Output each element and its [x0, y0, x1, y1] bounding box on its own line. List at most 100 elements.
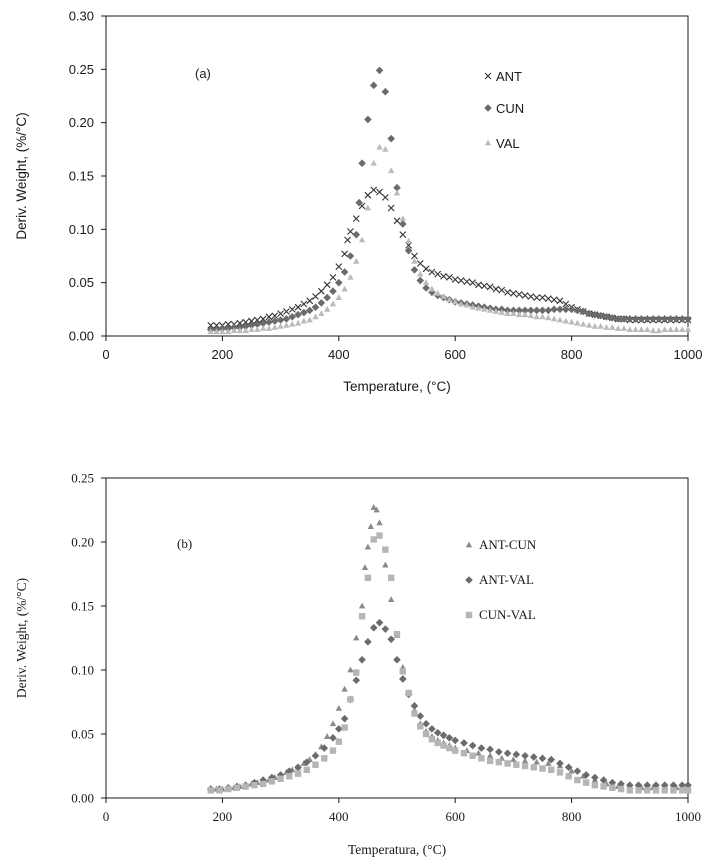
- data-point: [399, 675, 407, 683]
- data-point: [602, 313, 611, 321]
- data-point: [404, 246, 413, 255]
- data-point: [433, 728, 442, 737]
- data-point: [637, 315, 646, 323]
- data-point: [545, 314, 552, 321]
- data-point: [268, 778, 276, 785]
- data-point: [457, 277, 465, 284]
- data-point: [242, 318, 250, 326]
- data-point: [655, 315, 663, 323]
- legend-marker-shape: [465, 541, 473, 548]
- legend: ANT-CUN ANT-VAL CUN-VAL: [465, 537, 537, 622]
- y-tick-label: 0.15: [69, 169, 94, 184]
- legend-item-ant-val: ANT-VAL: [465, 572, 534, 587]
- data-point: [376, 532, 383, 539]
- data-point: [387, 167, 395, 174]
- data-point: [649, 327, 657, 334]
- data-point: [481, 305, 488, 312]
- data-point: [469, 303, 476, 310]
- data-point: [684, 315, 692, 323]
- data-point: [352, 215, 360, 223]
- data-point: [532, 306, 541, 315]
- y-tick-label: 0.25: [69, 62, 94, 77]
- x-tick-label: 400: [328, 347, 350, 362]
- data-point: [341, 724, 348, 731]
- data-point: [329, 273, 337, 281]
- data-point: [370, 504, 377, 510]
- data-point: [550, 315, 558, 322]
- series-ant: [207, 186, 692, 329]
- data-point: [521, 292, 529, 299]
- x-axis-title: Temperatura, (°C): [348, 842, 446, 857]
- data-point: [547, 755, 556, 764]
- data-point: [451, 736, 459, 745]
- y-tick-label: 0.15: [71, 599, 94, 614]
- data-point: [335, 263, 343, 271]
- data-point: [513, 761, 520, 768]
- data-point: [344, 236, 351, 244]
- data-point: [370, 536, 377, 543]
- data-point: [286, 773, 293, 780]
- y-tick-label: 0.00: [71, 791, 94, 806]
- data-point: [626, 315, 634, 323]
- data-point: [684, 781, 692, 789]
- data-point: [225, 785, 232, 793]
- data-point: [510, 756, 517, 762]
- data-point: [672, 315, 681, 323]
- y-tick-label: 0.00: [69, 329, 94, 344]
- data-point: [445, 273, 453, 281]
- data-point: [634, 781, 643, 789]
- data-point: [329, 287, 337, 295]
- data-point: [335, 278, 343, 287]
- data-point: [224, 320, 232, 328]
- data-point: [661, 326, 668, 332]
- data-point: [684, 326, 692, 332]
- data-point: [562, 300, 570, 308]
- x-tick-label: 200: [212, 347, 234, 362]
- data-point: [445, 734, 454, 742]
- data-point: [626, 781, 634, 789]
- data-point: [486, 307, 494, 313]
- data-point: [609, 324, 616, 330]
- data-point: [323, 305, 331, 312]
- data-point: [550, 305, 558, 314]
- data-point: [242, 327, 249, 334]
- data-point: [393, 655, 401, 664]
- data-point: [649, 315, 657, 323]
- data-point: [475, 281, 482, 289]
- data-point: [355, 198, 363, 207]
- data-point: [428, 735, 436, 743]
- legend-item-ant: ANT: [484, 69, 522, 84]
- data-point: [382, 145, 389, 152]
- data-point: [620, 325, 628, 331]
- data-point: [446, 744, 453, 752]
- data-point: [382, 561, 389, 568]
- data-point: [486, 757, 494, 765]
- data-point: [521, 762, 529, 770]
- legend-marker-diamond: [484, 104, 492, 112]
- y-tick-label: 0.05: [71, 727, 94, 742]
- data-point: [364, 204, 372, 211]
- data-point: [550, 296, 558, 304]
- data-point: [341, 685, 348, 692]
- data-point: [452, 298, 459, 305]
- data-point: [503, 749, 512, 757]
- data-point: [370, 186, 378, 194]
- data-point: [399, 231, 407, 239]
- data-point: [300, 317, 308, 324]
- data-point: [289, 320, 296, 327]
- data-point: [358, 236, 366, 243]
- data-point: [329, 734, 337, 742]
- x-tick-label: 600: [444, 347, 466, 362]
- data-point: [527, 293, 535, 300]
- data-point: [548, 766, 555, 774]
- data-point: [399, 220, 407, 228]
- data-point: [265, 318, 273, 326]
- data-point: [567, 305, 576, 314]
- data-point: [347, 666, 354, 673]
- data-point: [254, 326, 261, 332]
- x-tick-label: 0: [102, 347, 109, 362]
- data-point: [539, 765, 546, 772]
- data-point: [381, 87, 390, 96]
- data-point: [393, 630, 401, 638]
- data-point: [241, 322, 250, 331]
